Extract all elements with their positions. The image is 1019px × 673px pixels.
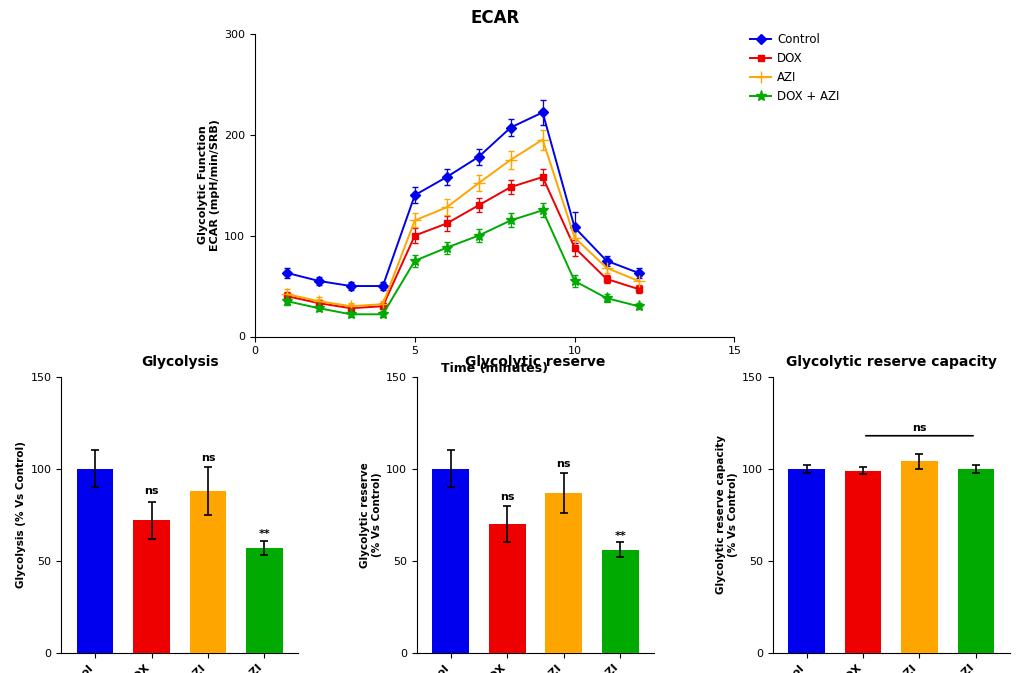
Bar <box>432 469 469 653</box>
Title: Glycolysis: Glycolysis <box>141 355 218 369</box>
Title: ECAR: ECAR <box>470 9 519 26</box>
Text: **: ** <box>259 529 270 539</box>
Y-axis label: Glycolytic reserve
(% Vs Control): Glycolytic reserve (% Vs Control) <box>360 462 382 568</box>
Bar <box>900 462 936 653</box>
Bar <box>488 524 525 653</box>
Legend: Control, DOX, AZI, DOX + AZI: Control, DOX, AZI, DOX + AZI <box>749 34 839 103</box>
Text: **: ** <box>613 530 626 540</box>
Bar <box>190 491 226 653</box>
Text: ns: ns <box>144 487 159 497</box>
Bar <box>788 469 824 653</box>
Title: Glycolytic reserve capacity: Glycolytic reserve capacity <box>785 355 996 369</box>
Text: ns: ns <box>201 454 215 463</box>
Text: ns: ns <box>911 423 926 433</box>
Bar <box>545 493 582 653</box>
Title: Glycolytic reserve: Glycolytic reserve <box>465 355 605 369</box>
Y-axis label: Glycolytic reserve capacity
(% Vs Control): Glycolytic reserve capacity (% Vs Contro… <box>715 435 737 594</box>
Bar <box>133 520 170 653</box>
Y-axis label: Glycolysis (% Vs Control): Glycolysis (% Vs Control) <box>16 441 26 588</box>
Text: ns: ns <box>556 459 571 469</box>
Text: ns: ns <box>499 492 514 502</box>
Bar <box>601 550 638 653</box>
X-axis label: Time (minutes): Time (minutes) <box>441 362 547 375</box>
Bar <box>844 470 880 653</box>
Bar <box>246 548 282 653</box>
Bar <box>957 469 994 653</box>
Bar <box>76 469 113 653</box>
Y-axis label: Glycolytic Function
ECAR (mpH/min/SRB): Glycolytic Function ECAR (mpH/min/SRB) <box>198 119 220 251</box>
